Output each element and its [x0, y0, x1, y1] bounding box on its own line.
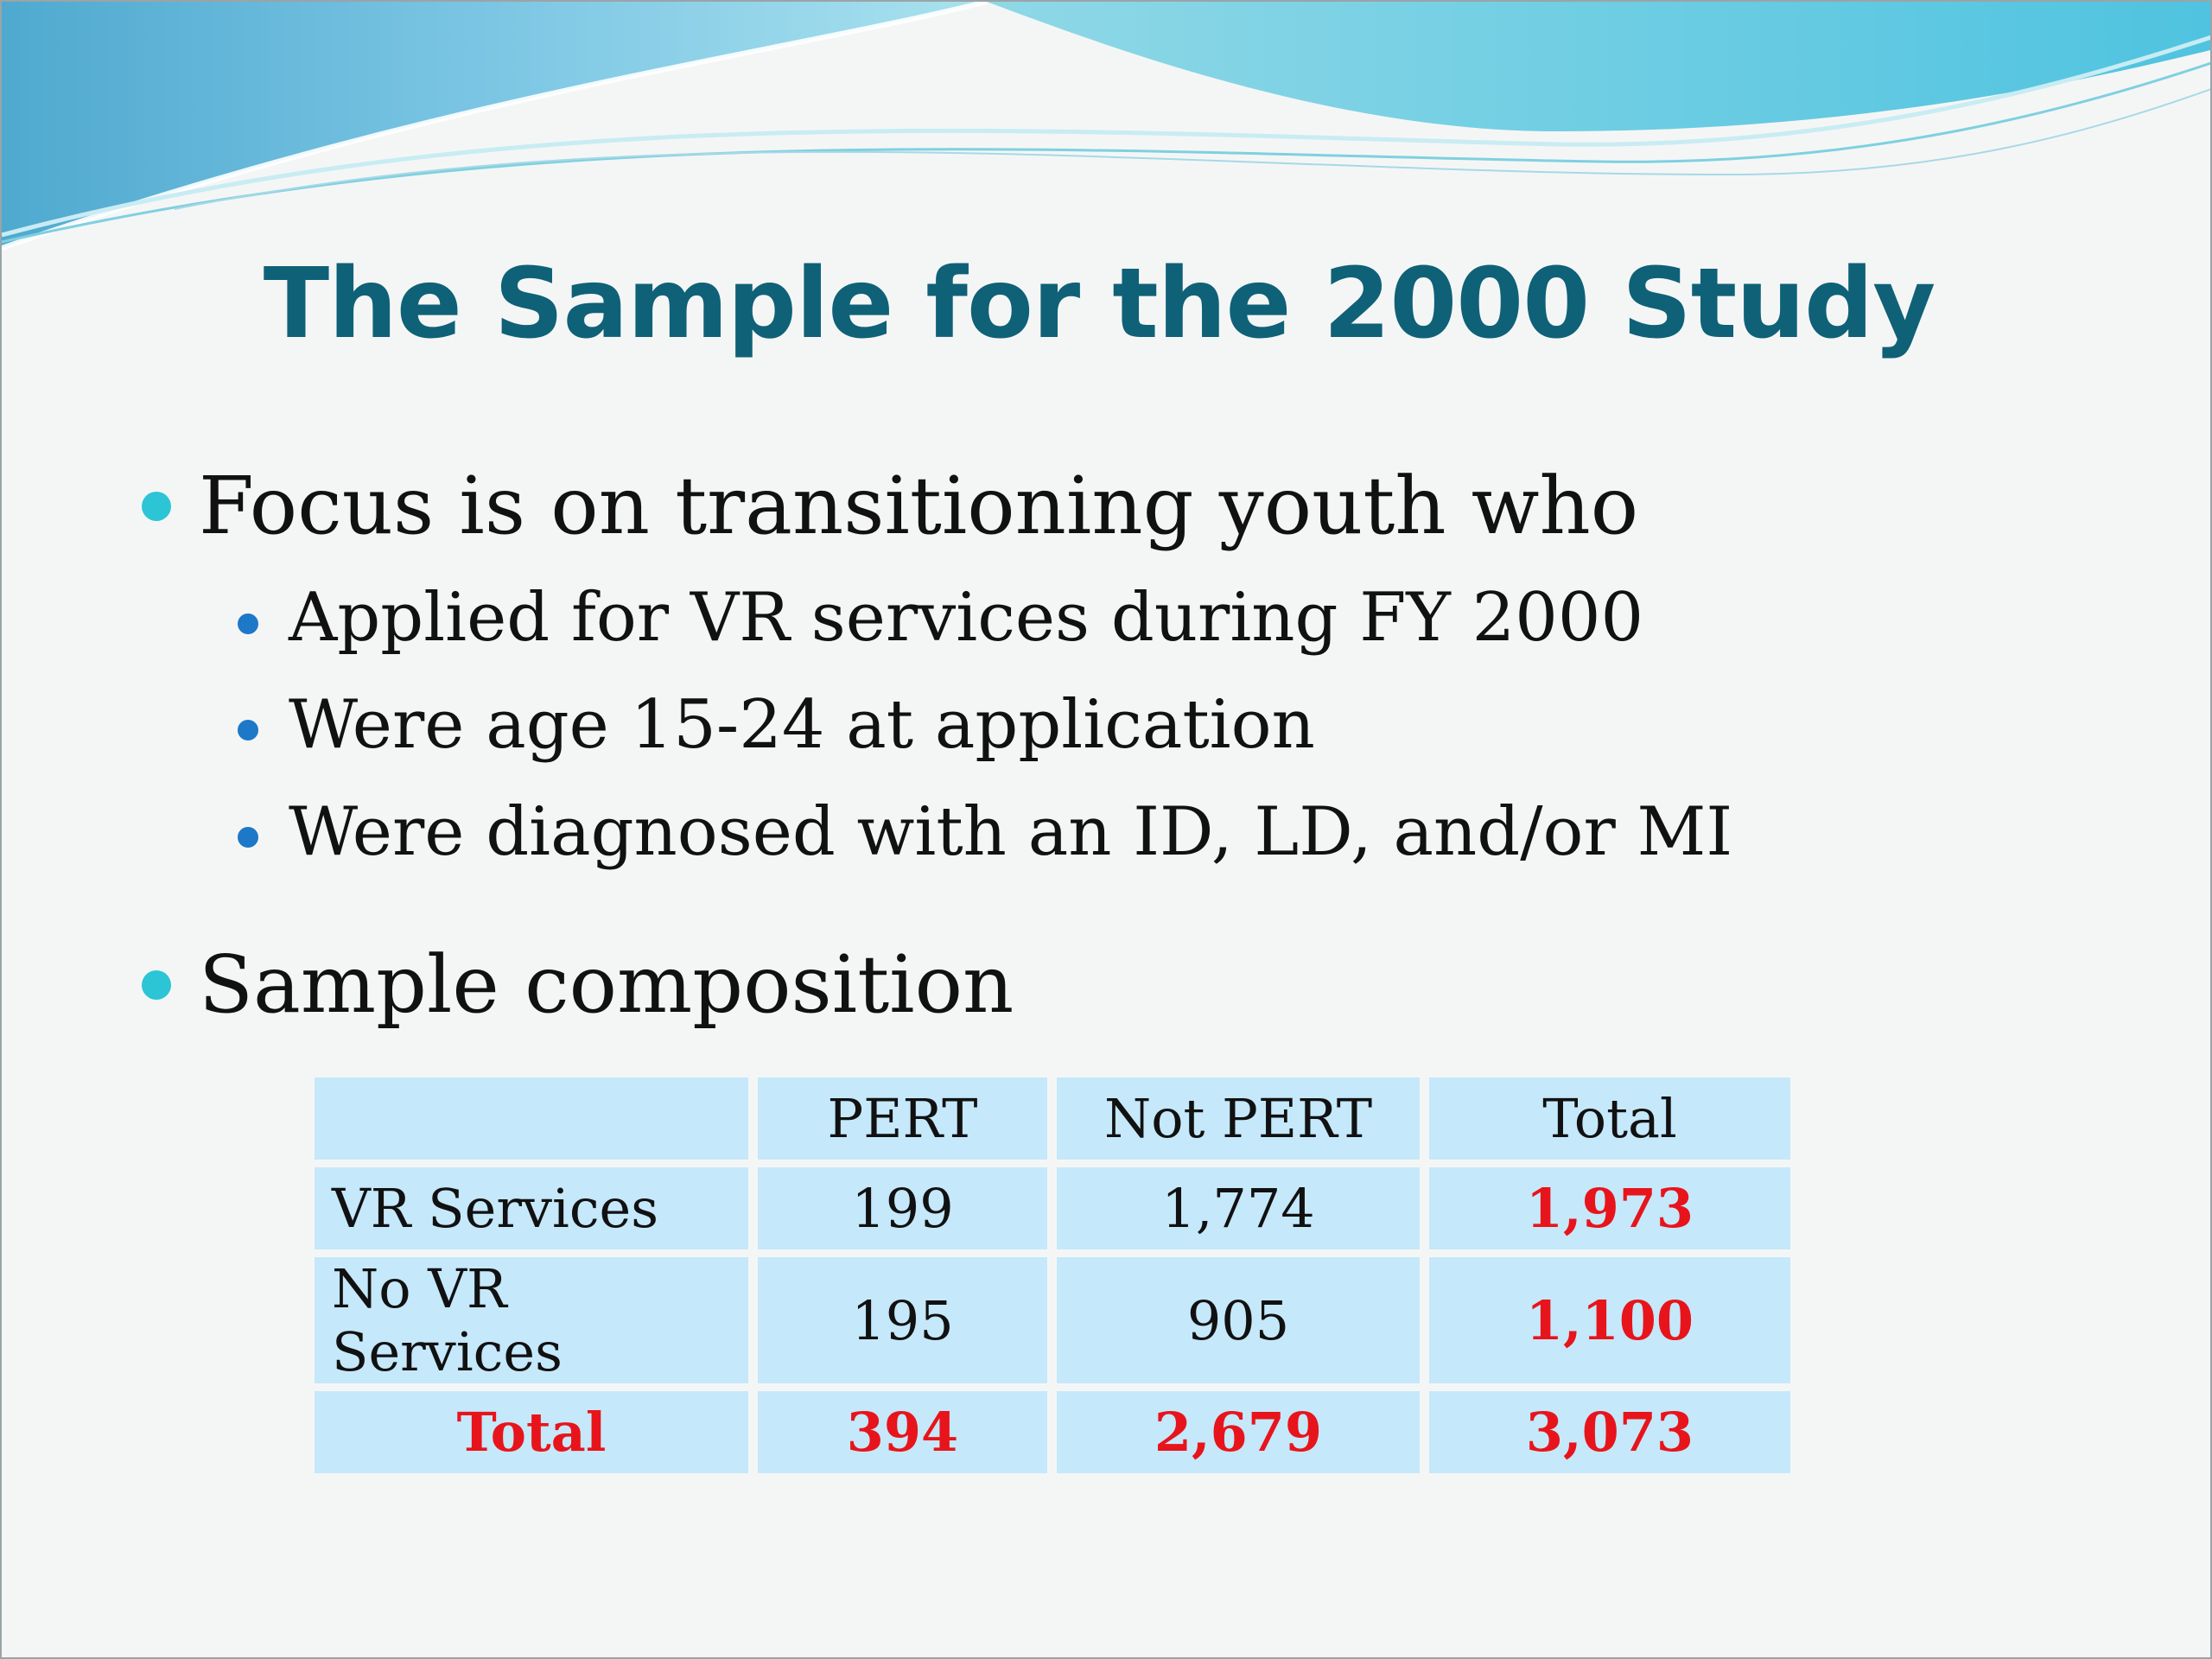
- sub-bullet-applied: Applied for VR services during FY 2000: [289, 579, 1644, 657]
- header-cell-not-pert: Not PERT: [1057, 1077, 1420, 1160]
- row-total-cell: 1,100: [1429, 1257, 1790, 1383]
- sub-bullet-age: Were age 15-24 at application: [289, 686, 1315, 764]
- table-cell: 1,774: [1057, 1167, 1420, 1249]
- table-cell: 905: [1057, 1257, 1420, 1383]
- bullet-sample-composition: Sample composition: [199, 938, 1014, 1031]
- header-wave-decoration: [2, 2, 2210, 251]
- slide-title: The Sample for the 2000 Study: [263, 248, 1936, 360]
- table-cell: 199: [758, 1167, 1047, 1249]
- row-total-cell: 1,973: [1429, 1167, 1790, 1249]
- table-total-row: Total 394 2,679 3,073: [315, 1391, 1790, 1473]
- table-row: No VR Services 195 905 1,100: [315, 1257, 1790, 1383]
- table-cell: 195: [758, 1257, 1047, 1383]
- row-label-total: Total: [315, 1391, 748, 1473]
- table-header-row: PERT Not PERT Total: [315, 1077, 1790, 1160]
- sub-bullet-diagnosed: Were diagnosed with an ID, LD, and/or MI: [289, 793, 1733, 871]
- sub-bullet-dot-icon: [238, 613, 258, 634]
- header-cell-empty: [315, 1077, 748, 1160]
- bullet-dot-icon: [142, 970, 171, 1000]
- row-label: No VR Services: [315, 1257, 748, 1383]
- table-row: VR Services 199 1,774 1,973: [315, 1167, 1790, 1249]
- row-label: VR Services: [315, 1167, 748, 1249]
- header-cell-total: Total: [1429, 1077, 1790, 1160]
- sub-bullet-dot-icon: [238, 827, 258, 848]
- bullet-dot-icon: [142, 492, 171, 521]
- sub-bullet-dot-icon: [238, 720, 258, 741]
- bullet-focus: Focus is on transitioning youth who: [199, 460, 1639, 552]
- sample-composition-table: PERT Not PERT Total VR Services 199 1,77…: [305, 1070, 1800, 1481]
- grand-total-cell: 3,073: [1429, 1391, 1790, 1473]
- header-cell-pert: PERT: [758, 1077, 1047, 1160]
- column-total-cell: 394: [758, 1391, 1047, 1473]
- column-total-cell: 2,679: [1057, 1391, 1420, 1473]
